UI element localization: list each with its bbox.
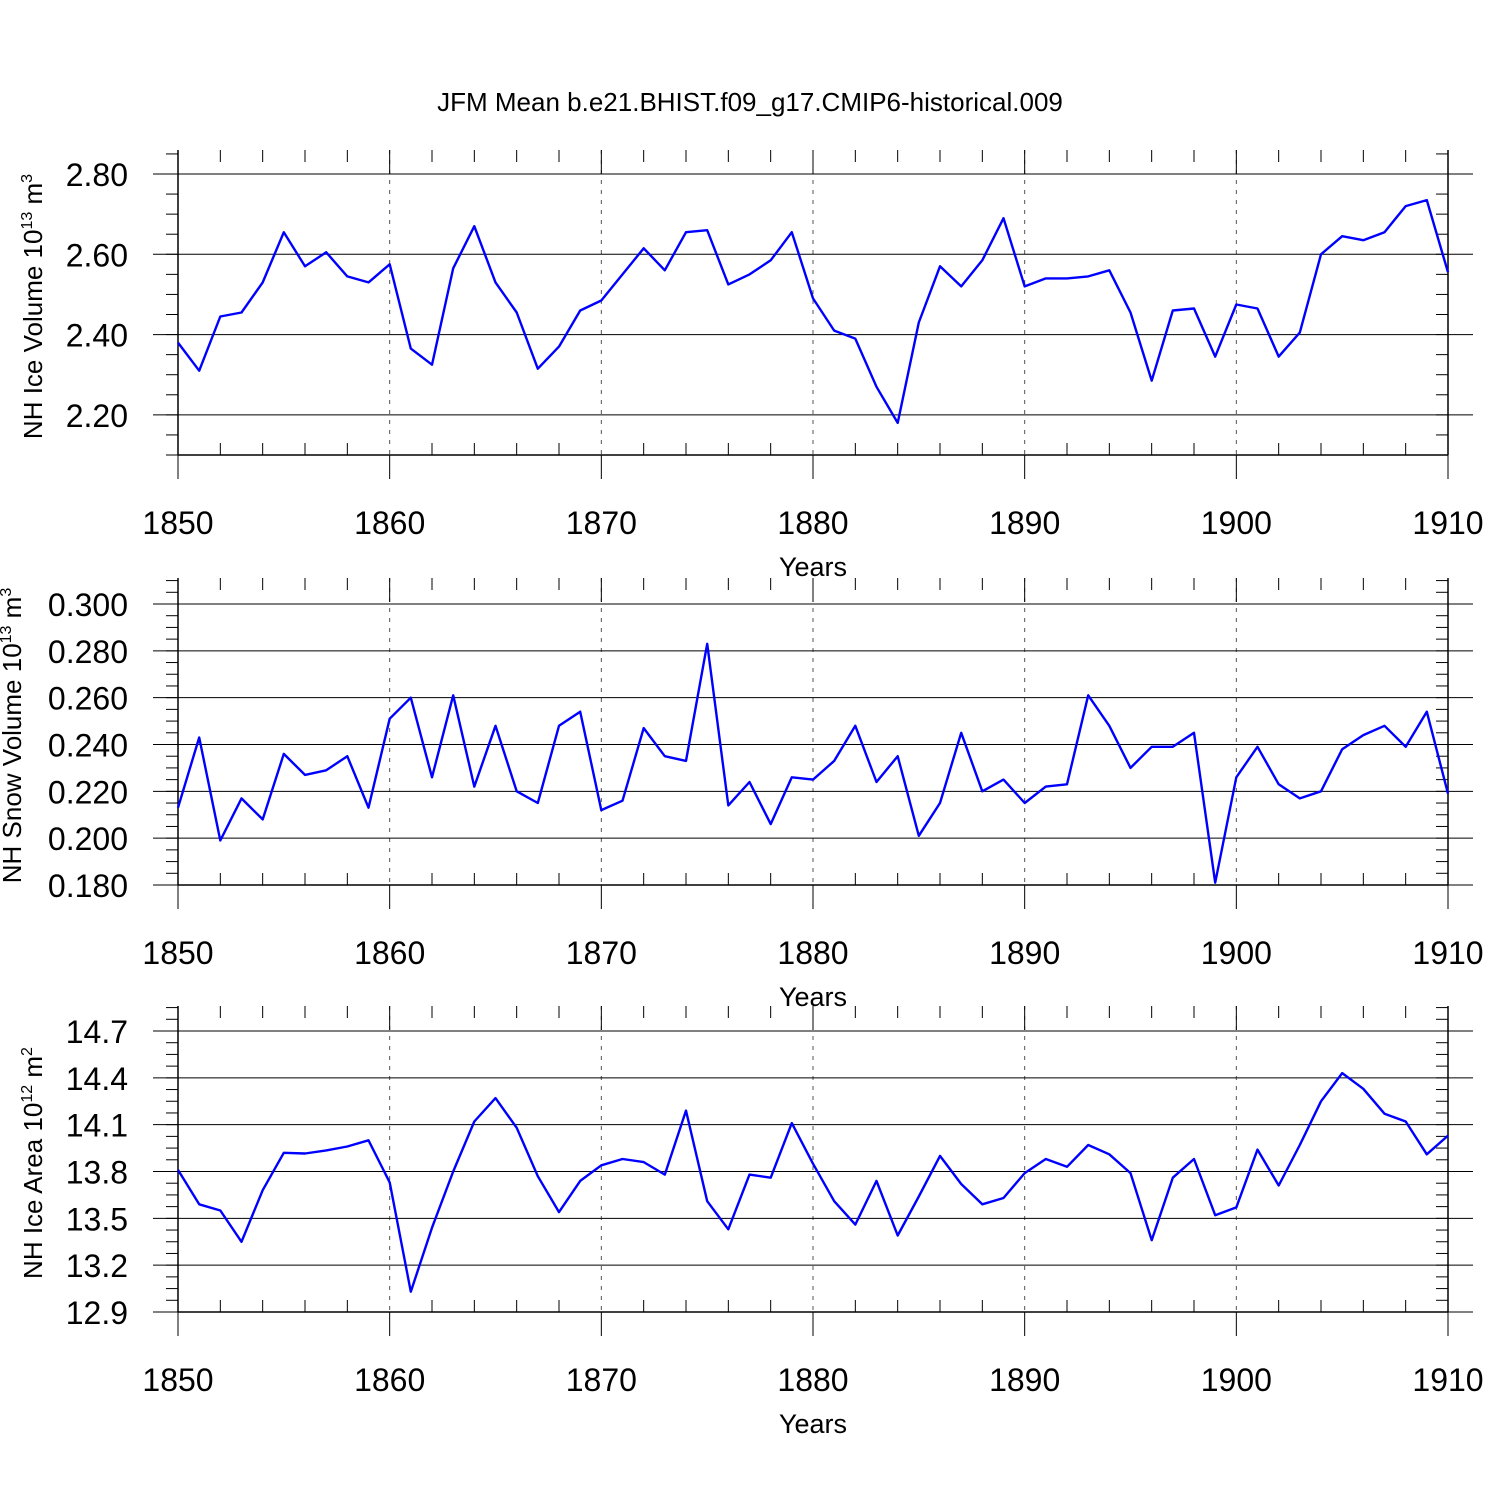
panel-2: 1850 1860 1870 1880 1890 1900 1910Years0.1800.… xyxy=(0,578,1484,1012)
y-tick-label: 0.260 xyxy=(48,681,128,717)
panel-1: 1850 1860 1870 1880 1890 1900 1910 Years 2.20 2.4… xyxy=(18,150,1484,582)
y-axis-label: NH Snow Volume 1013 m3 xyxy=(0,588,27,884)
x-tick-label: 1850 xyxy=(142,935,213,971)
x-tick-label: 1880 xyxy=(777,505,848,541)
y-tick-label: 13.8 xyxy=(66,1155,128,1191)
x-tick-label: 1860 xyxy=(354,505,425,541)
x-tick-label: 1910 xyxy=(1412,935,1483,971)
x-tick-label: 1900 xyxy=(1201,1362,1272,1398)
x-tick-label: 1870 xyxy=(566,935,637,971)
x-axis-label: Years xyxy=(779,1409,847,1439)
x-tick-label: 1860 xyxy=(354,1362,425,1398)
y-tick-label: 14.4 xyxy=(66,1061,128,1097)
x-tick-label: 1910 xyxy=(1412,1362,1483,1398)
y-tick-label: 0.300 xyxy=(48,587,128,623)
x-tick-label: 1910 xyxy=(1412,505,1483,541)
y-tick-label: 0.240 xyxy=(48,728,128,764)
y-tick-label: 13.2 xyxy=(66,1248,128,1284)
x-tick-label: 1890 xyxy=(989,505,1060,541)
y-axis-label: NH Ice Area 1012 m2 xyxy=(18,1047,48,1279)
y-tick-label: 0.280 xyxy=(48,634,128,670)
x-tick-label: 1870 xyxy=(566,1362,637,1398)
x-tick-label: 1870 xyxy=(566,505,637,541)
panels: 1850 1860 1870 1880 1890 1900 1910 Years 2.20 2.4… xyxy=(0,150,1484,1439)
x-axis-label: Years xyxy=(779,552,847,582)
y-tick-label: 2.60 xyxy=(66,237,128,273)
y-tick-label: 2.80 xyxy=(66,157,128,193)
x-tick-label: 1860 xyxy=(354,935,425,971)
y-tick-label: 12.9 xyxy=(66,1295,128,1331)
y-tick-label: 14.1 xyxy=(66,1108,128,1144)
x-tick-label: 1890 xyxy=(989,935,1060,971)
y-tick-label: 2.20 xyxy=(66,398,128,434)
x-tick-label: 1900 xyxy=(1201,935,1272,971)
y-tick-label: 13.5 xyxy=(66,1201,128,1237)
x-tick-label: 1900 xyxy=(1201,505,1272,541)
y-tick-label: 0.180 xyxy=(48,868,128,904)
y-tick-label: 2.40 xyxy=(66,318,128,354)
panel-3: 1850 1860 1870 1880 1890 1900 1910 Years 12.9 13.… xyxy=(18,1006,1484,1439)
x-tick-label: 1880 xyxy=(777,935,848,971)
chart-title: JFM Mean b.e21.BHIST.f09_g17.CMIP6-histo… xyxy=(437,87,1063,117)
y-tick-label: 14.7 xyxy=(66,1014,128,1050)
x-tick-label: 1850 xyxy=(142,1362,213,1398)
y-tick-label: 0.220 xyxy=(48,774,128,810)
y-tick-label: 0.200 xyxy=(48,821,128,857)
x-tick-label: 1850 xyxy=(142,505,213,541)
y-axis-label: NH Ice Volume 1013 m3 xyxy=(18,174,48,439)
x-tick-label: 1890 xyxy=(989,1362,1060,1398)
x-tick-label: 1880 xyxy=(777,1362,848,1398)
